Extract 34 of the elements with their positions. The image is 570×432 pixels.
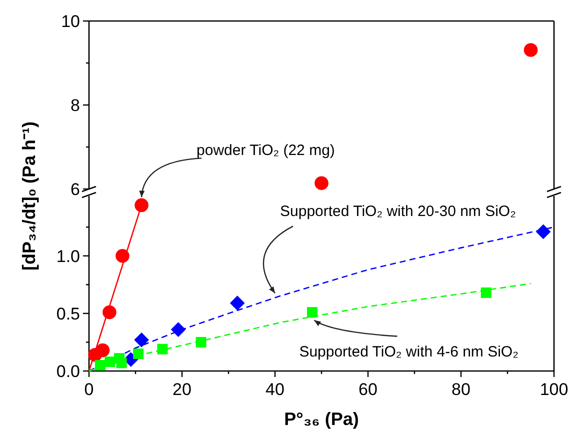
annotation: Supported TiO₂ with 4-6 nm SiO₂: [299, 343, 519, 360]
point: [134, 198, 148, 212]
line-series: [88, 282, 532, 372]
point: [306, 307, 318, 318]
point: [170, 322, 186, 337]
y-tick-label: 6: [70, 180, 80, 199]
x-tick-label: 20: [172, 380, 192, 399]
y-axis-title: [dP₃₄/dt]₀ (Pa h⁻¹): [19, 122, 39, 270]
point: [102, 305, 116, 320]
y-tick-label: 0.0: [56, 362, 80, 381]
point: [536, 224, 551, 240]
y-tick-label: 8: [70, 96, 80, 115]
x-tick-label: 100: [540, 380, 568, 399]
point: [157, 344, 168, 354]
x-tick-label: 80: [452, 380, 470, 399]
point: [134, 332, 149, 348]
x-tick-label: 40: [266, 380, 284, 399]
point: [230, 296, 245, 310]
point: [196, 336, 206, 348]
point: [104, 356, 116, 368]
point: [480, 287, 492, 298]
annotation: Supported TiO₂ with 20-30 nm SiO₂: [280, 203, 516, 220]
x-tick-label: 60: [358, 380, 378, 399]
y-tick-label: 10: [61, 12, 80, 31]
point: [116, 358, 127, 368]
x-tick-label: 0: [84, 380, 94, 399]
point: [94, 360, 106, 370]
point: [133, 348, 144, 359]
point: [96, 343, 110, 358]
point: [116, 248, 130, 263]
y-tick-label: 1.0: [56, 246, 80, 266]
y-tick-label: 0.5: [56, 304, 80, 324]
annotation: powder TiO₂ (22 mg): [196, 142, 335, 160]
x-axis-title: P°₃₆ (Pa): [284, 409, 359, 429]
